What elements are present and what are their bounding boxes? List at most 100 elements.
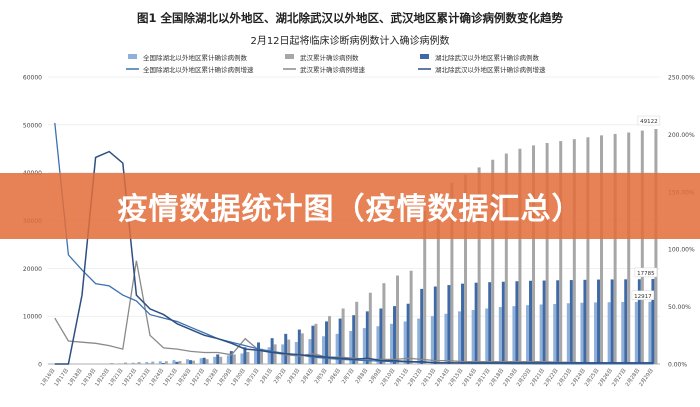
bar-1-10: [192, 360, 196, 364]
bar-2-35: [529, 280, 533, 364]
bar-2-38: [569, 280, 573, 364]
bar-0-18: [294, 341, 298, 364]
bar-2-27: [420, 288, 424, 364]
bar-2-22: [352, 315, 356, 364]
right-tick-label: 50.00%: [668, 304, 691, 311]
bar-1-19: [314, 323, 318, 364]
right-tick-label: 0.00%: [668, 362, 687, 369]
bar-2-40: [597, 279, 601, 364]
x-tick-label: 2月29日: [637, 367, 654, 388]
left-tick-label: 50000: [23, 122, 42, 129]
bar-0-30: [458, 311, 462, 364]
bar-1-25: [396, 275, 400, 364]
bar-0-23: [362, 328, 366, 364]
bar-2-9: [175, 361, 179, 364]
bar-1-7: [151, 361, 155, 364]
legend-label-3: 全国除湖北以外地区累计确诊病例增速: [143, 65, 254, 74]
left-tick-label: 60000: [23, 75, 42, 82]
bar-0-22: [349, 330, 353, 364]
bar-2-24: [379, 308, 383, 364]
data-label-1: 17785: [637, 271, 655, 277]
bar-0-31: [471, 309, 475, 364]
bar-1-39: [586, 137, 590, 364]
bar-0-28: [430, 316, 434, 364]
bar-0-10: [186, 359, 190, 364]
bar-2-18: [297, 329, 301, 364]
bar-0-39: [580, 302, 584, 364]
bar-0-37: [553, 303, 557, 364]
title-banner: 疫情数据统计图（疫情数据汇总）: [0, 173, 700, 239]
bar-2-13: [229, 351, 233, 364]
bar-0-16: [267, 347, 271, 364]
bar-0-12: [213, 356, 217, 364]
bar-1-27: [423, 210, 427, 364]
bar-1-26: [409, 270, 413, 364]
x-tick-label: 2月7日: [340, 367, 355, 385]
legend-label-4: 武汉累计确诊病例增速: [300, 65, 366, 74]
bar-2-17: [284, 333, 288, 364]
legend-swatch-1: [285, 54, 294, 59]
bar-2-44: [651, 278, 655, 364]
bar-0-15: [254, 350, 258, 364]
bar-0-32: [485, 308, 489, 364]
bar-0-5: [118, 363, 122, 364]
bar-0-24: [376, 326, 380, 364]
bar-2-11: [202, 357, 206, 364]
bar-1-20: [328, 316, 332, 364]
bar-1-5: [124, 362, 128, 364]
right-tick-label: 100.00%: [668, 247, 695, 254]
bar-2-25: [393, 306, 397, 364]
bar-0-8: [158, 361, 162, 364]
bar-2-15: [257, 342, 261, 364]
legend-label-2: 湖北除武汉以外地区累计确诊病例数: [435, 53, 540, 62]
data-label-2: 12917: [634, 294, 652, 300]
bar-0-21: [335, 333, 339, 364]
bar-0-11: [199, 358, 203, 364]
data-label-0: 49122: [640, 119, 658, 125]
chart-title: 图1 全国除湖北以外地区、湖北除武汉以外地区、武汉地区累计确诊病例数变化趋势: [137, 11, 564, 25]
bar-2-34: [515, 281, 519, 364]
x-tick-label: 2月5日: [313, 367, 328, 385]
chart-subtitle: 2月12日起将临床诊断病例数计入确诊病例数: [250, 34, 449, 47]
x-tick-label: 2月2日: [272, 367, 287, 385]
bar-2-39: [583, 279, 587, 364]
line-series-4: [54, 260, 654, 364]
bar-0-40: [594, 302, 598, 364]
bar-1-23: [368, 292, 372, 364]
bar-2-43: [637, 279, 641, 364]
bar-1-37: [559, 141, 563, 364]
bar-0-34: [512, 306, 516, 364]
left-tick-label: 0: [38, 362, 42, 369]
bar-0-29: [444, 313, 448, 364]
bar-0-33: [498, 307, 502, 364]
bar-1-31: [477, 167, 481, 364]
bar-1-11: [205, 359, 209, 364]
bar-1-18: [300, 333, 304, 364]
left-tick-label: 20000: [23, 266, 42, 273]
bar-0-14: [240, 353, 244, 364]
bar-1-15: [260, 348, 264, 364]
data-label-box-0: [637, 115, 661, 126]
x-tick-label: 2月4日: [299, 367, 314, 385]
bar-2-31: [474, 282, 478, 364]
bar-1-44: [654, 129, 658, 364]
bar-0-27: [417, 318, 421, 364]
bar-2-41: [610, 279, 614, 364]
bar-1-38: [572, 139, 576, 364]
line-series-5: [54, 150, 654, 365]
bar-1-34: [518, 148, 522, 364]
right-tick-label: 200.00%: [668, 132, 695, 139]
bar-2-36: [542, 280, 546, 364]
bar-1-43: [640, 130, 644, 364]
bar-1-16: [273, 344, 277, 364]
x-tick-label: 2月6日: [327, 367, 342, 385]
bar-2-23: [365, 311, 369, 364]
bar-1-22: [355, 301, 359, 364]
bar-0-35: [526, 305, 530, 364]
bar-1-40: [600, 135, 604, 364]
bar-0-25: [390, 323, 394, 364]
bar-1-42: [627, 132, 631, 364]
bar-2-28: [433, 286, 437, 364]
bar-0-13: [226, 355, 230, 364]
bar-2-8: [161, 363, 165, 364]
